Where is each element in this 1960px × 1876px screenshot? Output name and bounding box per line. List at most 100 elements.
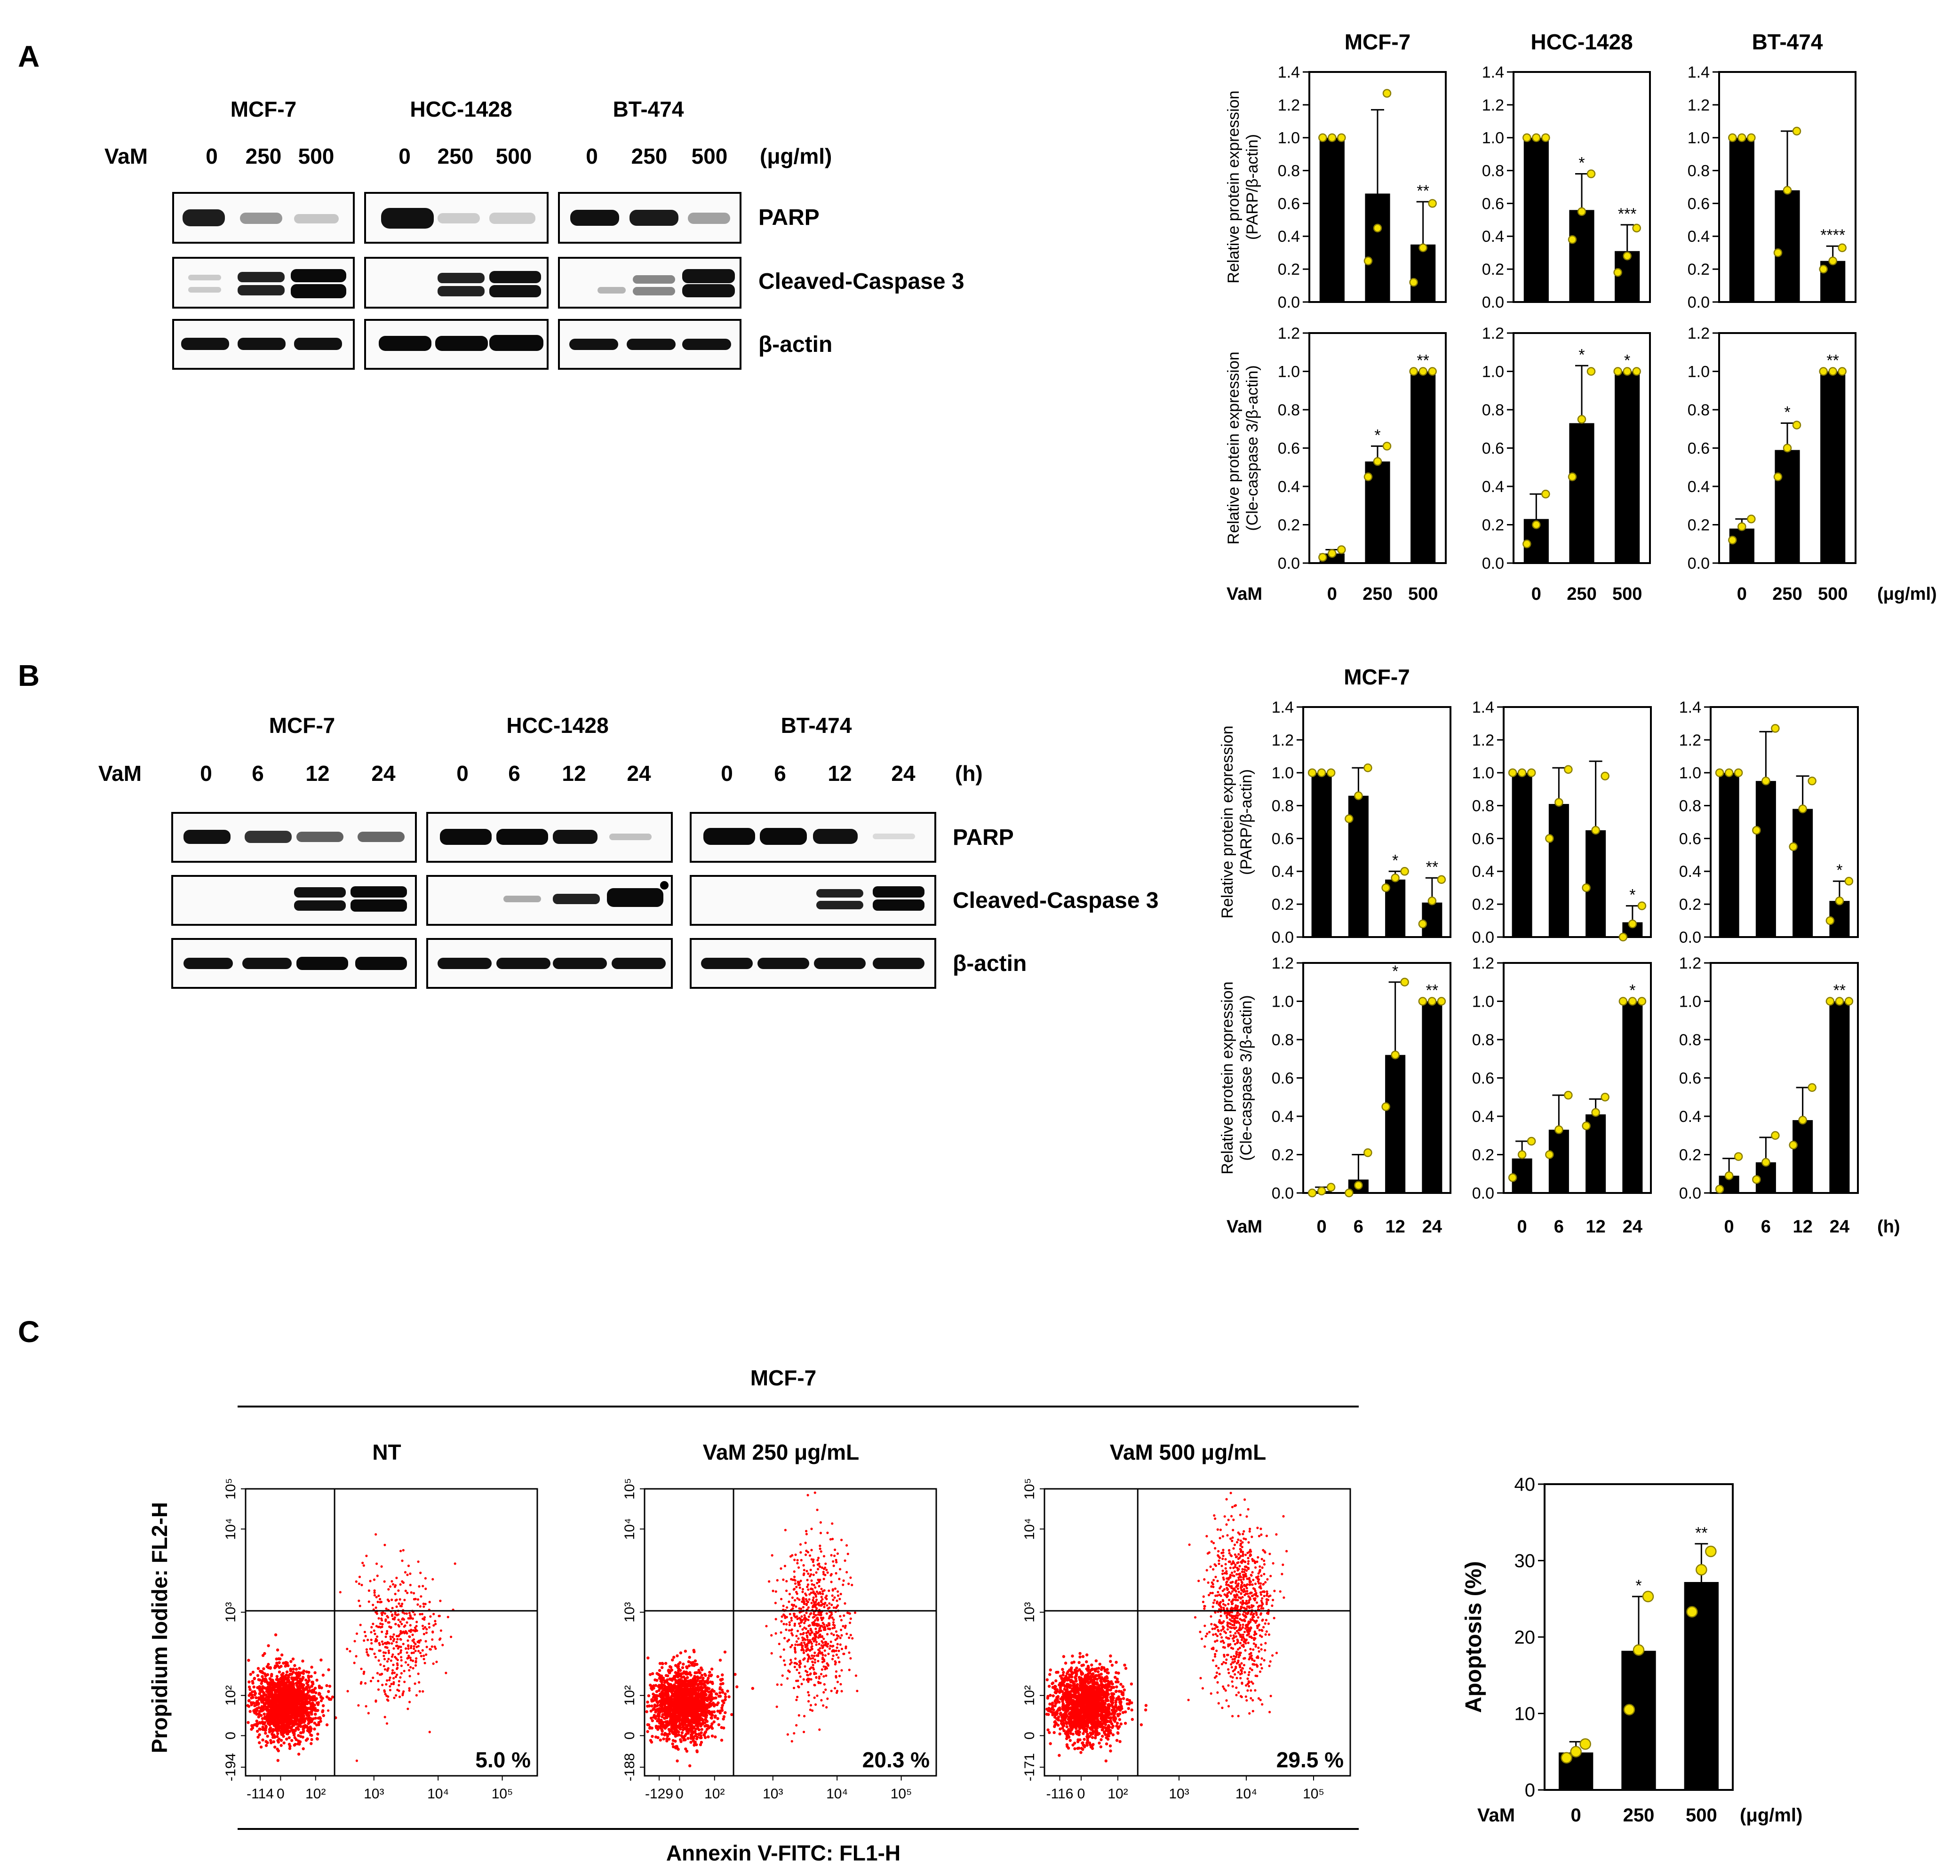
flow-dot (805, 1550, 808, 1552)
flow-dot (687, 1664, 691, 1668)
blot-band (629, 210, 678, 226)
flow-dot (822, 1638, 825, 1640)
flow-dot (649, 1717, 653, 1720)
flow-dot (385, 1683, 388, 1686)
flow-dot (689, 1673, 693, 1677)
flow-dot (662, 1737, 665, 1741)
flow-dot (390, 1626, 392, 1629)
flow-dot (284, 1675, 287, 1678)
y-tick-label: 1.2 (1482, 96, 1504, 114)
flow-dot (407, 1565, 410, 1567)
flow-dot (681, 1721, 685, 1725)
flow-dot (407, 1656, 410, 1659)
panel-b-xaxis-labels: VaM (h) (1227, 1217, 1900, 1237)
flow-dot (688, 1764, 692, 1767)
flow-dot (685, 1679, 688, 1683)
flow-dot (690, 1689, 693, 1693)
y-axis-label: Relative protein expression (1219, 725, 1236, 918)
flow-dot (367, 1638, 369, 1641)
flow-dot (650, 1704, 653, 1708)
flow-dot (795, 1699, 798, 1701)
blot-band (873, 886, 924, 898)
flow-dot (383, 1658, 386, 1661)
significance-label: * (1578, 346, 1585, 364)
flow-dot (415, 1694, 418, 1697)
flow-dot (251, 1690, 254, 1693)
blot-b-lane-label: 6 (508, 761, 520, 786)
flow-dot (795, 1605, 797, 1608)
flow-dot (383, 1716, 386, 1718)
flow-dot (837, 1656, 840, 1659)
flow-dot (359, 1623, 362, 1626)
flow-dots (246, 1533, 456, 1762)
blot-band (816, 901, 863, 909)
flow-dot (395, 1645, 398, 1647)
data-point (1844, 876, 1854, 886)
flow-dot (831, 1589, 834, 1592)
y-axis-label: Apoptosis (%) (1461, 1561, 1486, 1713)
flow-dot (670, 1698, 674, 1701)
y-tick-label: 0.4 (1482, 228, 1504, 246)
blot-band (489, 271, 541, 283)
flow-dot (378, 1625, 381, 1628)
flow-dot (299, 1692, 303, 1695)
flow-dot (327, 1709, 330, 1712)
blot-b-lane-label: 24 (371, 761, 396, 786)
data-point (1318, 133, 1327, 142)
flow-dot (398, 1602, 400, 1605)
flow-dot (696, 1692, 700, 1695)
flow-dot (297, 1752, 301, 1756)
blot-band (188, 275, 221, 280)
flow-dot (387, 1667, 390, 1670)
flow-dot (372, 1622, 374, 1625)
flow-dot (363, 1639, 366, 1642)
blot-a-row-cleaved-caspase3 (172, 257, 741, 309)
flow-dot (781, 1674, 784, 1677)
flow-dot (261, 1720, 264, 1724)
flow-dot (405, 1631, 408, 1634)
data-point (1345, 1188, 1354, 1198)
data-point (1363, 1148, 1372, 1157)
flow-dot (278, 1685, 281, 1689)
data-point (1808, 776, 1817, 786)
data-point (1792, 127, 1801, 135)
flow-dot (849, 1622, 852, 1624)
flow-dot (798, 1671, 801, 1674)
flow-dot (421, 1624, 424, 1627)
flow-dots (645, 1491, 859, 1767)
y-tick-label: 0.8 (1278, 401, 1300, 419)
blot-band (496, 829, 548, 845)
flow-dot (256, 1674, 260, 1677)
flow-dot (671, 1658, 674, 1661)
flow-dot (386, 1641, 389, 1644)
flow-dot (372, 1677, 374, 1679)
flow-dot (786, 1677, 789, 1680)
flow-dot (255, 1712, 258, 1716)
flow-dot (387, 1588, 390, 1591)
flow-dot (268, 1686, 271, 1690)
y-tick-label: 0.2 (1472, 1146, 1494, 1164)
flow-dot (388, 1678, 391, 1682)
flow-dot (697, 1722, 701, 1725)
data-point (1715, 1184, 1724, 1194)
flow-dot (383, 1668, 387, 1671)
chart-a-casp-bt474: 0.00.20.40.60.81.01.20*250**500 (1688, 325, 1856, 604)
flow-dot (687, 1699, 691, 1702)
flow-dot (674, 1726, 677, 1730)
flow-dot (674, 1734, 677, 1738)
flow-dot (362, 1672, 365, 1675)
flow-dot (661, 1662, 664, 1665)
flow-dot (837, 1594, 840, 1597)
flow-dot (408, 1689, 411, 1692)
flow-dot (396, 1614, 398, 1616)
flow-dot (814, 1633, 817, 1636)
data-point (1808, 1083, 1817, 1092)
flow-dot (647, 1694, 651, 1697)
flow-dot (676, 1759, 679, 1763)
flow-plot-0: NT5.0 %-114 0 10² 10³ 10⁴ 10⁵-194010²10³10⁴10… (223, 1440, 538, 1802)
flow-dot (392, 1663, 395, 1666)
flow-dot (807, 1615, 810, 1618)
flow-dot (695, 1743, 698, 1747)
flow-dot (360, 1583, 363, 1586)
